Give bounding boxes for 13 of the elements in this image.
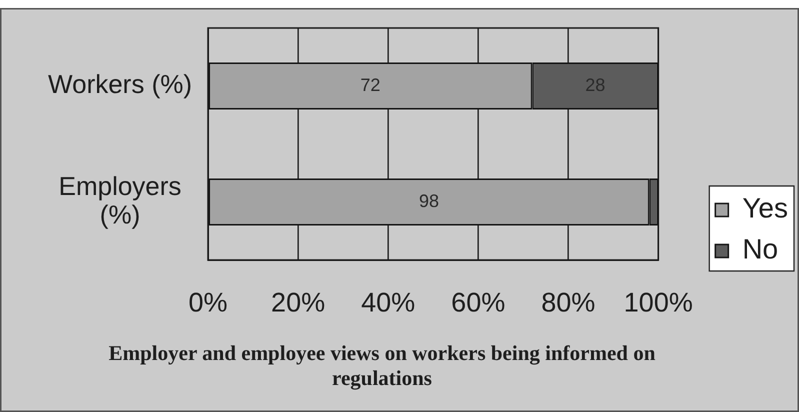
legend-label: No [742,234,778,265]
x-tick-label: 0% [188,288,228,318]
text: Employer and employee views on workers being informed on regulations [108,340,656,390]
data-label: 98 [418,190,439,211]
x-tick-label: 40% [361,288,416,318]
x-tick-label: 100% [624,288,693,318]
data-label: 72 [360,74,380,95]
y-tick-label: Workers (%) [48,69,192,100]
legend-label: Yes [742,192,788,224]
x-tick-label: 60% [451,288,506,318]
y-tick-label: Employers (%) [58,170,182,230]
x-tick-label: 20% [271,288,326,318]
x-tick-label: 80% [541,288,596,318]
